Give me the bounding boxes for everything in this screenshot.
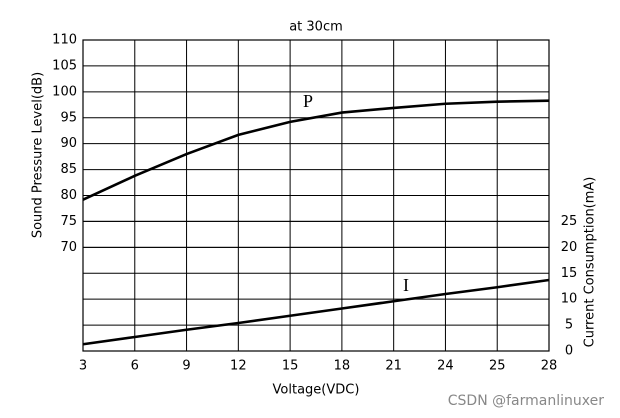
y2-tick-label: 5 <box>565 318 573 333</box>
y-tick-label: 100 <box>52 84 77 99</box>
y-axis-label: Sound Pressure Level(dB) <box>31 72 46 238</box>
watermark: CSDN @farmanlinuxer <box>448 393 604 409</box>
y2-tick-label: 25 <box>561 214 578 229</box>
y2-axis-label: Current Consumption(mA) <box>583 177 598 348</box>
x-tick-label: 15 <box>282 359 299 374</box>
x-tick-label: 3 <box>79 359 87 374</box>
y2-tick-label: 15 <box>561 266 578 281</box>
x-axis-label: Voltage(VDC) <box>273 383 360 398</box>
x-tick-label: 25 <box>489 359 506 374</box>
x-tick-label: 18 <box>334 359 351 374</box>
series-line <box>82 278 550 346</box>
x-tick-label: 24 <box>437 359 454 374</box>
y-tick-label: 80 <box>60 188 77 203</box>
chart-title: at 30cm <box>289 20 343 35</box>
x-tick-label: 9 <box>182 359 190 374</box>
series-line <box>82 99 550 201</box>
y2-tick-label: 10 <box>561 292 578 307</box>
y-tick-label: 90 <box>60 136 77 151</box>
x-tick-label: 6 <box>131 359 139 374</box>
series-label: P <box>303 91 313 111</box>
y2-tick-label: 20 <box>561 240 578 255</box>
y-tick-label: 75 <box>60 214 77 229</box>
x-tick-label: 21 <box>385 359 402 374</box>
plot-frame <box>82 39 550 352</box>
y-tick-label: 85 <box>60 162 77 177</box>
y-tick-label: 105 <box>52 58 77 73</box>
y-tick-label: 95 <box>60 110 77 125</box>
x-tick-label: 12 <box>230 359 247 374</box>
x-tick-label: 28 <box>541 359 558 374</box>
y-tick-label: 110 <box>52 33 77 48</box>
series-label: I <box>403 275 409 295</box>
y-tick-label: 70 <box>60 240 77 255</box>
y2-tick-label: 0 <box>565 344 573 359</box>
